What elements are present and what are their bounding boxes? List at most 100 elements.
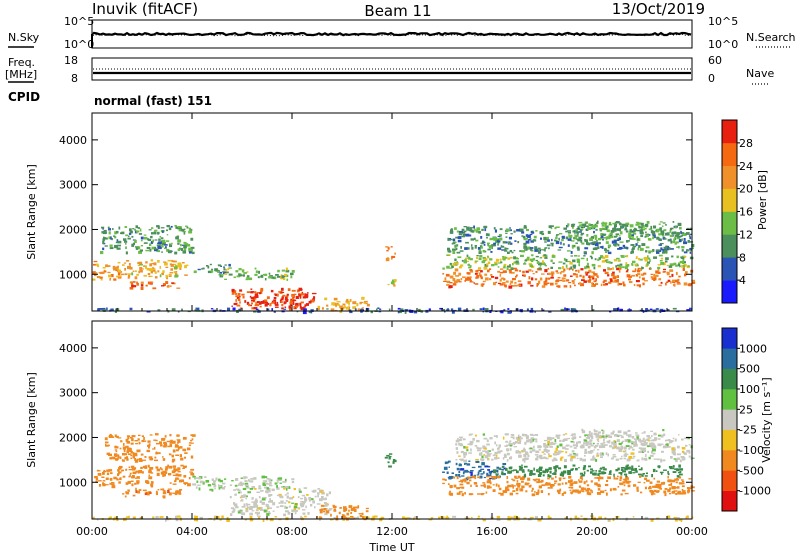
data-cell [675, 241, 679, 244]
data-cell [615, 458, 619, 461]
data-cell [469, 433, 474, 435]
data-cell [623, 457, 626, 460]
data-cell [190, 455, 194, 459]
data-cell [502, 256, 505, 258]
data-cell [233, 503, 238, 507]
data-cell [617, 467, 620, 471]
data-cell [659, 310, 662, 313]
data-cell [547, 453, 550, 456]
data-cell [132, 454, 135, 456]
data-cell [511, 470, 515, 472]
data-cell [547, 277, 551, 280]
data-cell [513, 469, 517, 471]
data-cell [601, 490, 605, 494]
data-cell [153, 267, 156, 270]
data-cell [609, 488, 612, 492]
data-cell [631, 248, 634, 250]
data-cell [539, 471, 542, 474]
data-cell [175, 473, 179, 477]
data-cell [607, 244, 612, 248]
data-cell [539, 257, 543, 259]
data-cell [514, 281, 517, 284]
data-cell [516, 480, 519, 483]
data-cell [489, 258, 493, 261]
data-cell [612, 222, 616, 225]
data-cell [526, 228, 529, 232]
colorbar-tick-label: 100 [739, 383, 760, 396]
data-cell [148, 229, 152, 231]
data-cell [136, 281, 138, 284]
data-cell [466, 226, 470, 229]
data-cell [220, 265, 222, 267]
data-cell [645, 308, 648, 311]
data-cell [125, 246, 127, 249]
data-cell [665, 247, 670, 251]
data-cell [496, 469, 499, 473]
data-cell [678, 262, 681, 265]
data-cell [235, 299, 237, 302]
data-cell [151, 269, 156, 272]
data-cell [673, 490, 678, 492]
data-cell [313, 296, 316, 299]
freq-label-2: [MHz] [5, 68, 37, 81]
data-cell [658, 438, 661, 440]
data-cell [292, 301, 295, 304]
data-cell [250, 288, 253, 290]
data-cell [114, 231, 117, 235]
data-cell [488, 470, 492, 474]
data-cell [149, 263, 153, 267]
data-cell [568, 475, 572, 479]
data-cell [615, 265, 617, 268]
data-cell [597, 258, 600, 261]
data-cell [244, 482, 249, 486]
data-cell [184, 274, 188, 276]
data-cell [688, 444, 691, 446]
data-cell [223, 266, 226, 268]
data-cell [195, 307, 200, 311]
colorbar-swatch [722, 368, 737, 390]
data-cell [156, 244, 161, 246]
data-cell [619, 241, 624, 243]
data-cell [174, 273, 178, 275]
data-cell [466, 277, 470, 281]
data-cell [612, 430, 615, 433]
data-cell [570, 275, 573, 277]
data-cell [454, 227, 457, 230]
data-cell [390, 246, 393, 248]
data-cell [179, 446, 183, 449]
data-cell [535, 451, 540, 454]
data-cell [457, 256, 462, 259]
data-cell [525, 490, 528, 493]
data-cell [180, 479, 185, 483]
data-cell [477, 471, 480, 475]
data-cell [161, 272, 164, 276]
data-cell [680, 456, 685, 459]
data-cell [123, 262, 127, 264]
data-cell [115, 454, 120, 457]
data-cell [556, 279, 560, 282]
data-cell [293, 305, 296, 309]
data-cell [298, 294, 301, 297]
data-cell [284, 494, 287, 496]
data-cell [567, 223, 570, 226]
data-cell [246, 487, 250, 489]
data-cell [486, 263, 489, 266]
data-cell [118, 226, 121, 230]
data-cell [482, 518, 486, 522]
data-cell [543, 448, 548, 452]
data-cell [646, 221, 650, 224]
data-cell [143, 436, 145, 440]
data-cell [640, 440, 644, 442]
data-cell [492, 236, 497, 239]
data-cell [100, 278, 103, 281]
data-cell [164, 247, 166, 250]
data-cell [222, 271, 227, 275]
data-cell [295, 503, 298, 506]
data-cell [557, 434, 561, 437]
data-cell [262, 480, 267, 482]
data-cell [137, 264, 140, 267]
data-cell [470, 229, 474, 233]
data-cell [182, 448, 185, 452]
data-cell [190, 246, 195, 249]
data-cell [191, 438, 194, 441]
